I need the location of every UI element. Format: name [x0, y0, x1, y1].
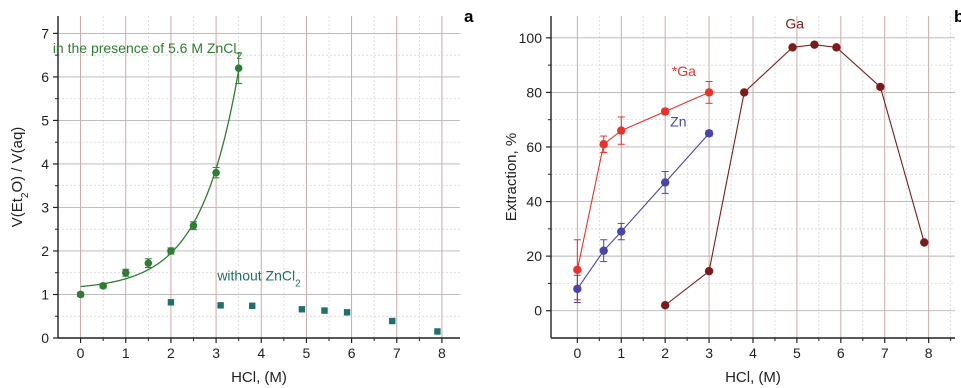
x-tick-label: 2 [661, 345, 669, 361]
series-line [664, 44, 925, 306]
data-point [876, 82, 885, 92]
series-zn [573, 129, 714, 304]
y-tick-label: 1 [41, 286, 49, 302]
data-point [788, 43, 797, 52]
series-label: Zn [670, 114, 686, 130]
y-tick-label: 5 [41, 112, 49, 128]
series-label-text: in the presence of 5.6 M ZnCl [53, 40, 237, 56]
data-point [99, 281, 107, 290]
series-label-subscript: 2 [295, 278, 301, 289]
data-point [217, 302, 224, 309]
y-tick-label: 0 [534, 303, 542, 319]
series-label-with-zncl2: in the presence of 5.6 M ZnCl2 [53, 40, 243, 62]
data-point [704, 266, 714, 276]
data-point [389, 317, 396, 325]
x-tick-label: 7 [393, 345, 401, 361]
y-tick-label: 2 [41, 243, 49, 259]
data-point [298, 306, 306, 313]
data-point [189, 221, 198, 230]
series-with-zncl2 [76, 52, 243, 299]
x-tick-label: 1 [122, 345, 130, 361]
data-point [617, 126, 626, 135]
y-axis-title-part: O) / V(aq) [9, 127, 26, 193]
panel-label-b: b [954, 7, 961, 26]
y-axis-title-part: V(Et [9, 197, 26, 227]
data-point [144, 259, 153, 267]
data-point [740, 88, 749, 97]
data-point [167, 299, 175, 306]
y-tick-label: 4 [41, 156, 49, 172]
data-point [212, 168, 220, 177]
x-tick-label: 3 [212, 345, 220, 361]
data-point [704, 88, 714, 97]
series-label-subscript: 2 [236, 50, 242, 61]
data-point [121, 268, 130, 277]
data-point [434, 328, 441, 335]
data-point [920, 238, 929, 247]
data-point [76, 290, 85, 299]
data-point [599, 140, 608, 149]
y-tick-label: 0 [41, 330, 49, 346]
x-tick-label: 0 [573, 345, 581, 361]
y-axis-title: Extraction, % [503, 133, 520, 221]
x-tick-label: 0 [77, 345, 85, 361]
series-label: *Ga [672, 63, 696, 79]
series-label-text: without ZnCl [216, 268, 295, 284]
x-axis-title: HCl, (M) [231, 369, 287, 386]
series-label: Ga [785, 15, 804, 31]
data-point [343, 309, 351, 316]
x-tick-label: 7 [881, 345, 889, 361]
x-tick-label: 2 [167, 345, 175, 361]
y-axis-title: V(Et2O) / V(aq) [9, 127, 31, 228]
x-tick-label: 5 [303, 345, 311, 361]
y-tick-label: 40 [526, 194, 542, 210]
y-tick-label: 20 [526, 248, 542, 264]
data-point [660, 107, 670, 116]
y-tick-label: 80 [526, 84, 542, 100]
data-point [617, 227, 626, 236]
series-without-zncl2 [167, 299, 441, 335]
series-label-without-zncl2: without ZnCl2 [216, 268, 301, 290]
data-point [660, 178, 670, 187]
x-tick-label: 3 [705, 345, 713, 361]
data-point [599, 246, 608, 255]
data-point [704, 129, 714, 138]
y-tick-label: 3 [41, 199, 49, 215]
data-point [249, 302, 256, 309]
x-tick-label: 5 [793, 345, 801, 361]
series-ga [660, 40, 929, 310]
fit-curve [80, 69, 240, 288]
panel-label-a: a [464, 7, 474, 26]
y-tick-label: 60 [526, 139, 542, 155]
x-axis-title: HCl, (M) [725, 369, 781, 386]
x-tick-label: 1 [617, 345, 625, 361]
data-point [660, 301, 670, 310]
y-tick-label: 6 [41, 69, 49, 85]
x-tick-label: 6 [348, 345, 356, 361]
data-point [573, 265, 582, 274]
data-point [234, 64, 243, 73]
panel-a-axes: 0 1 2 3 4 5 6 7 8 0 1 2 3 4 5 6 7 HCl, (M) [41, 16, 460, 386]
y-axis-title-subscript: 2 [20, 192, 31, 198]
data-point [810, 40, 819, 49]
x-tick-label: 4 [257, 345, 265, 361]
y-tick-label: 100 [519, 30, 543, 46]
x-tick-label: 8 [925, 345, 933, 361]
data-point [321, 307, 328, 314]
data-point [573, 284, 582, 294]
x-tick-label: 6 [837, 345, 845, 361]
series-star-ga [573, 80, 714, 301]
x-tick-label: 4 [749, 345, 757, 361]
x-tick-label: 8 [438, 345, 446, 361]
data-point [167, 247, 175, 255]
y-tick-label: 7 [41, 25, 49, 41]
data-point [832, 43, 841, 52]
